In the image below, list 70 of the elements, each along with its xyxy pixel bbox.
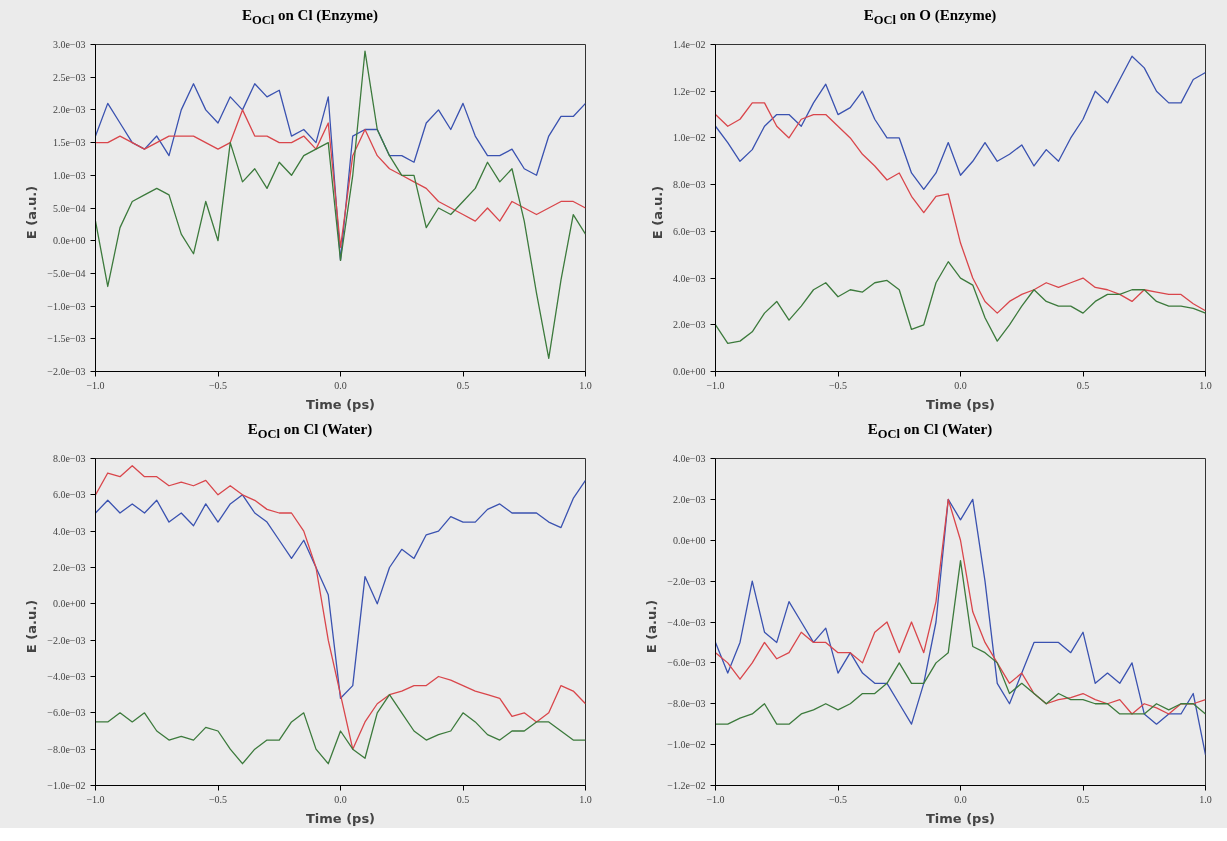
y-tick-label: 8.0e−03 [672,179,706,191]
x-tick-label: −0.5 [208,379,228,391]
x-tick-label: −1.0 [706,793,725,805]
x-tick-label: 0.5 [1076,793,1090,805]
x-tick-label: 1.0 [1199,793,1212,805]
y-tick-label: 2.0e−03 [672,319,706,331]
x-axis-title: Time (ps) [305,810,376,826]
x-tick-label: 1.0 [579,379,592,391]
x-tick-label: −1.0 [86,793,105,805]
y-tick-label: −1.0e−03 [47,300,86,312]
y-tick-label: 4.0e−03 [672,272,706,284]
y-tick-label: 1.4e−02 [672,39,706,50]
y-tick-label: −2.0e−03 [667,575,706,587]
y-tick-label: −6.0e−03 [667,657,706,669]
x-tick-label: 0.5 [456,793,470,805]
x-axis-title: Time (ps) [925,810,996,826]
y-tick-label: −6.0e−03 [47,707,86,719]
y-tick-label: 1.5e−03 [52,137,86,149]
x-tick-label: −1.0 [86,379,105,391]
y-tick-label: 1.2e−02 [672,85,706,97]
y-tick-label: 0.0e+00 [672,366,706,377]
y-tick-label: 0.0e+00 [672,534,706,546]
x-tick-label: −0.5 [828,793,848,805]
x-tick-label: 0.5 [1076,379,1090,391]
x-axis-title: Time (ps) [925,396,996,412]
y-tick-label: 8.0e−03 [52,453,86,464]
y-tick-label: 0.0e+00 [52,235,86,247]
y-tick-label: 2.0e−03 [52,104,86,116]
y-tick-label: 3.0e−03 [52,39,86,50]
x-tick-label: 0.0 [334,793,347,805]
chart-title: E$_{OCl}$ on Cl (Water) [5,419,615,444]
y-tick-label: 6.0e−03 [672,225,706,237]
y-tick-label: −8.0e−03 [667,698,706,710]
x-tick-label: −1.0 [706,379,725,391]
y-tick-label: 2.0e−03 [672,493,706,505]
y-tick-label: 0.0e+00 [52,598,86,610]
y-axis-title: E (a.u.) [644,599,660,654]
y-tick-label: −1.0e−02 [47,780,86,791]
y-tick-label: −1.2e−02 [667,780,706,791]
x-tick-label: 0.0 [954,379,967,391]
y-tick-label: 6.0e−03 [52,489,86,501]
x-tick-label: 0.0 [334,379,347,391]
chart-title: E$_{OCl}$ on O (Enzyme) [625,5,1227,30]
y-tick-label: −2.0e−03 [47,366,86,377]
y-tick-label: −1.0e−02 [667,739,706,751]
x-tick-label: −0.5 [828,379,848,391]
chart-title: E$_{OCl}$ on Cl (Water) [625,419,1227,444]
y-tick-label: 4.0e−03 [52,525,86,537]
y-axis-title: E (a.u.) [24,599,40,654]
y-tick-label: 4.0e−03 [672,453,706,464]
x-tick-label: 0.0 [954,793,967,805]
x-tick-label: 0.5 [456,379,470,391]
y-tick-label: −2.0e−03 [47,634,86,646]
y-tick-label: −4.0e−03 [667,616,706,628]
x-axis-title: Time (ps) [305,396,376,412]
y-tick-label: 1.0e−02 [672,132,706,144]
y-tick-label: 2.5e−03 [52,71,86,83]
x-tick-label: −0.5 [208,793,228,805]
y-tick-label: −4.0e−03 [47,671,86,682]
chart-title: E$_{OCl}$ on Cl (Enzyme) [5,5,615,30]
x-tick-label: 1.0 [579,793,592,805]
y-tick-label: −8.0e−03 [47,743,86,755]
y-tick-label: 5.0e−04 [52,202,86,214]
y-axis-title: E (a.u.) [649,185,665,240]
x-tick-label: 1.0 [1199,379,1212,391]
y-tick-label: −5.0e−04 [47,267,86,279]
y-axis-title: E (a.u.) [24,185,40,240]
y-tick-label: −1.5e−03 [47,333,86,345]
y-tick-label: 2.0e−03 [52,562,86,573]
y-tick-label: 1.0e−03 [52,169,86,181]
